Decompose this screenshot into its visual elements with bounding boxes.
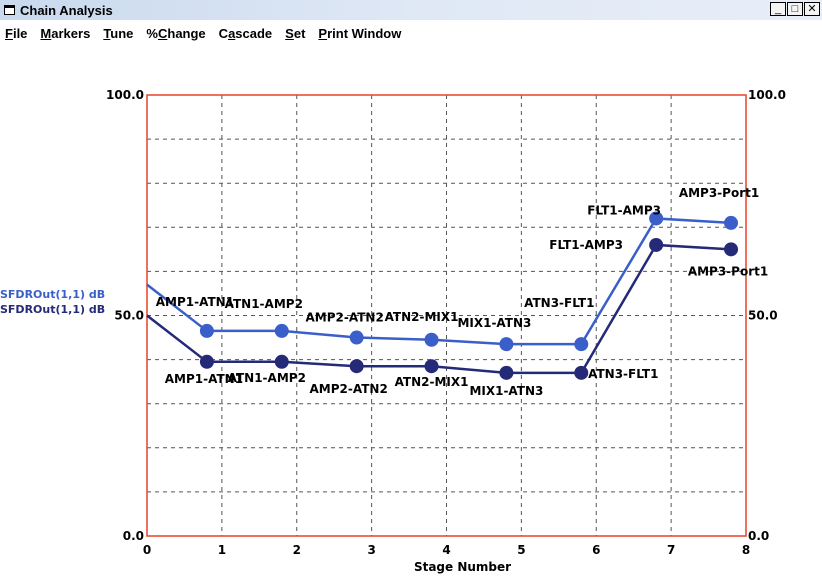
menu-markers[interactable]: Markers [40, 25, 91, 41]
window-icon[interactable] [4, 5, 15, 15]
menu-file[interactable]: File [5, 25, 28, 41]
window-controls: _ □ ✕ [770, 2, 820, 16]
x-tick-label: 4 [442, 543, 450, 557]
menu-bar: File Markers Tune %Change Cascade Set Print Wi… [0, 22, 822, 44]
y-tick-label-right: 0.0 [748, 529, 769, 543]
y-axis-label-series-1: SFDROut(1,1) dB [0, 288, 105, 301]
series-dark-point-label: AMP2-ATN2 [310, 382, 388, 396]
series-light-marker [574, 337, 589, 352]
series-dark-point-label: ATN1-AMP2 [228, 371, 306, 385]
window-title: Chain Analysis [20, 2, 113, 18]
x-tick-label: 5 [517, 543, 525, 557]
y-axis-label-series-2: SFDROut(1,1) dB [0, 303, 105, 316]
series-dark-point-label: ATN2-MIX1 [395, 375, 469, 389]
series-dark-point-label: AMP1-ATN1 [165, 372, 243, 386]
series-dark-point-label: FLT1-AMP3 [549, 238, 623, 252]
y-tick-label-left: 0.0 [123, 529, 144, 543]
series-dark-marker [499, 365, 514, 380]
series-light-marker [199, 323, 214, 338]
menu-change[interactable]: %Change [146, 25, 206, 41]
x-tick-label: 8 [742, 543, 750, 557]
series-light-point-label: MIX1-ATN3 [457, 316, 531, 330]
series-dark-marker [649, 237, 664, 252]
minimize-button[interactable]: _ [770, 2, 786, 16]
series-dark-marker [274, 354, 289, 369]
series-dark-marker [349, 359, 364, 374]
series-light-point-label: ATN2-MIX1 [385, 310, 459, 324]
series-light-marker [649, 211, 664, 226]
menu-print-window[interactable]: Print Window [318, 25, 402, 41]
series-dark-marker [574, 365, 589, 380]
x-tick-label: 0 [143, 543, 151, 557]
series-light-point-label: FLT1-AMP3 [587, 203, 661, 217]
series-light-point-label: AMP2-ATN2 [306, 311, 384, 325]
series-dark-point-label: MIX1-ATN3 [469, 384, 543, 398]
y-tick-label-right: 50.0 [748, 309, 778, 323]
y-tick-label-right: 100.0 [748, 88, 786, 102]
x-axis-title: Stage Number [414, 560, 511, 574]
y-tick-label-left: 100.0 [106, 88, 144, 102]
series-light-point-label: ATN1-AMP2 [225, 297, 303, 311]
series-light-marker [424, 332, 439, 347]
series-light-point-label: AMP1-ATN1 [156, 295, 234, 309]
x-tick-label: 3 [367, 543, 375, 557]
series-light-marker [499, 337, 514, 352]
x-tick-label: 7 [667, 543, 675, 557]
series-light-point-label: ATN3-FLT1 [524, 296, 594, 310]
series-dark-marker [424, 359, 439, 374]
series-dark-point-label: AMP3-Port1 [688, 264, 768, 278]
series-light-marker [274, 323, 289, 338]
maximize-button[interactable]: □ [787, 2, 803, 16]
series-light-marker [724, 215, 739, 230]
series-light-point-label: AMP3-Port1 [679, 186, 759, 200]
menu-cascade[interactable]: Cascade [218, 25, 273, 41]
x-tick-label: 2 [293, 543, 301, 557]
series-dark-marker [199, 354, 214, 369]
title-bar[interactable]: Chain Analysis _ □ ✕ [0, 0, 822, 20]
x-tick-label: 1 [218, 543, 226, 557]
y-tick-label-left: 50.0 [114, 309, 144, 323]
series-light-line [146, 217, 732, 346]
menu-tune[interactable]: Tune [103, 25, 134, 41]
close-button[interactable]: ✕ [804, 2, 820, 16]
x-tick-label: 6 [592, 543, 600, 557]
series-dark-point-label: ATN3-FLT1 [588, 367, 658, 381]
series-light-marker [349, 330, 364, 345]
series-dark-marker [724, 242, 739, 257]
menu-set[interactable]: Set [285, 25, 306, 41]
